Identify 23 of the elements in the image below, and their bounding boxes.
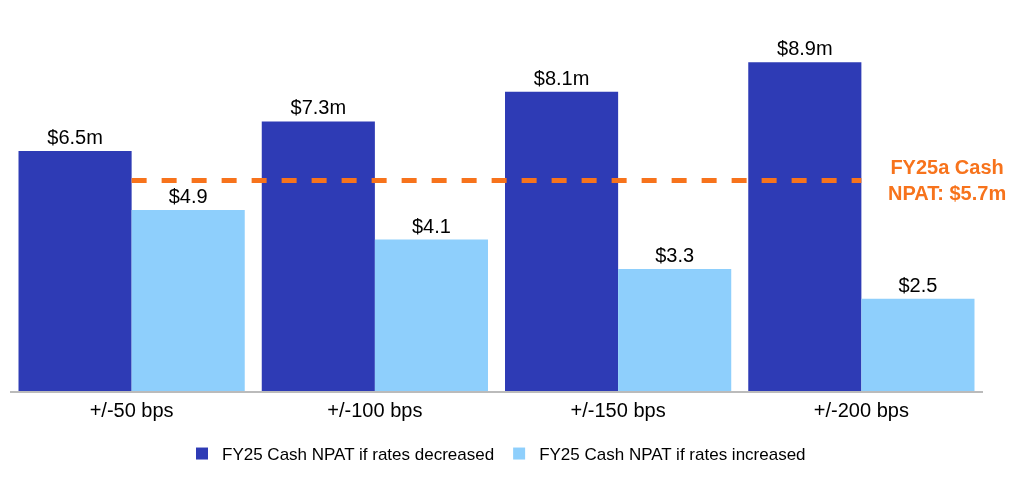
bar: [261, 121, 375, 391]
data-label: $4.1: [411, 214, 451, 237]
data-label: $8.1m: [533, 66, 590, 89]
x-tick-label: +/-200 bps: [813, 398, 909, 421]
ref-line-label: FY25a Cash NPAT: $5.7m: [888, 156, 1007, 204]
data-label: $3.3: [655, 244, 695, 267]
bar: [505, 91, 619, 391]
bar: [748, 62, 862, 391]
x-tick-label: +/-100 bps: [327, 398, 423, 421]
data-label: $7.3m: [290, 96, 347, 119]
data-label: $8.9m: [777, 37, 833, 60]
x-tick-label: +/-50 bps: [89, 398, 174, 421]
data-label: $2.5: [898, 273, 938, 296]
data-label: $4.9: [168, 185, 208, 208]
data-label: $6.5m: [47, 125, 103, 148]
bar: [374, 239, 488, 391]
bar: [618, 269, 732, 391]
x-tick-label: +/-150 bps: [570, 398, 666, 421]
bar: [131, 210, 245, 391]
legend-label: FY25 Cash NPAT if rates decreased: [222, 445, 495, 465]
bar: [861, 298, 975, 391]
bar: [18, 150, 132, 391]
legend-label: FY25 Cash NPAT if rates increased: [539, 445, 806, 465]
